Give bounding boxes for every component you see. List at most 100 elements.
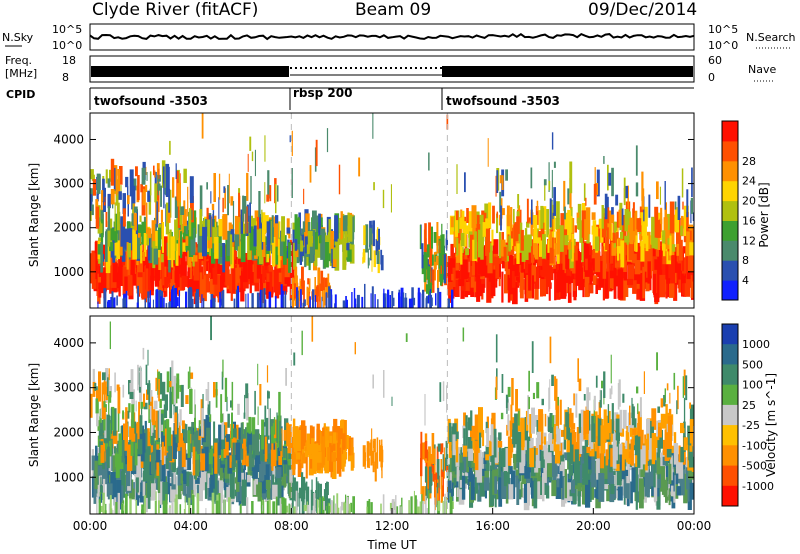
echo-cell bbox=[149, 290, 151, 308]
echo-cell bbox=[505, 268, 510, 278]
freq-panel: Freq. [MHz] 18 8 60 0 Nave bbox=[5, 54, 776, 84]
echo-cell bbox=[362, 252, 366, 263]
echo-cell bbox=[286, 461, 291, 476]
echo-cell bbox=[143, 402, 148, 410]
echo-cell bbox=[157, 180, 159, 196]
echo-cell bbox=[527, 234, 532, 247]
echo-cell bbox=[253, 225, 257, 247]
echo-cell bbox=[402, 292, 405, 308]
echo-cell bbox=[371, 286, 374, 308]
echo-cell bbox=[178, 290, 180, 308]
nsky-tick-top: 10^5 bbox=[52, 23, 82, 36]
echo-cell bbox=[264, 182, 266, 204]
echo-cell bbox=[215, 382, 218, 408]
echo-cell bbox=[224, 459, 230, 479]
xtick-label: 00:00 bbox=[73, 519, 108, 533]
xtick-label: 16:00 bbox=[475, 519, 510, 533]
echo-cell bbox=[215, 500, 219, 514]
echo-cell bbox=[179, 182, 181, 211]
echo-cell bbox=[185, 453, 192, 471]
echo-cell bbox=[591, 212, 596, 220]
echo-cell bbox=[114, 202, 116, 232]
echo-cell bbox=[479, 432, 482, 449]
echo-cell bbox=[246, 204, 249, 222]
echo-cell bbox=[515, 475, 519, 488]
echo-cell bbox=[183, 509, 186, 514]
echo-cell bbox=[644, 206, 648, 227]
echo-cell bbox=[330, 230, 334, 249]
nsky-trace bbox=[89, 32, 695, 41]
echo-cell bbox=[432, 462, 435, 482]
echo-cell bbox=[474, 477, 479, 494]
echo-cell bbox=[109, 495, 112, 514]
echo-cell bbox=[645, 235, 649, 252]
colorbar-tick: 28 bbox=[742, 155, 756, 168]
echo-cell bbox=[138, 401, 141, 434]
nsearch-label: N.Search bbox=[746, 31, 796, 44]
echo-cell bbox=[309, 296, 311, 308]
echo-cell bbox=[109, 321, 111, 350]
echo-cell bbox=[135, 445, 141, 467]
echo-cell bbox=[506, 214, 511, 243]
echo-cell bbox=[458, 454, 463, 463]
echo-cell bbox=[515, 469, 521, 479]
echo-cell bbox=[542, 473, 545, 502]
echo-cell bbox=[659, 186, 661, 205]
echo-cell bbox=[301, 266, 304, 295]
echo-cell bbox=[602, 270, 605, 301]
velocity-xlabel: Time UT bbox=[366, 538, 417, 552]
echo-cell bbox=[101, 190, 104, 202]
nave-tick-top: 60 bbox=[708, 54, 722, 67]
echo-cell bbox=[586, 387, 589, 410]
echo-cell bbox=[172, 430, 177, 459]
echo-cell bbox=[238, 252, 243, 268]
echo-cell bbox=[468, 459, 472, 486]
echo-cell bbox=[423, 251, 427, 283]
echo-cell bbox=[530, 167, 533, 189]
echo-cell bbox=[267, 170, 270, 199]
echo-cell bbox=[586, 446, 591, 453]
echo-cell bbox=[419, 224, 421, 249]
echo-cell bbox=[326, 481, 328, 506]
echo-cell bbox=[145, 364, 148, 385]
echo-cell bbox=[381, 448, 383, 479]
echo-cell bbox=[210, 316, 212, 341]
echo-cell bbox=[244, 196, 247, 214]
echo-cell bbox=[270, 220, 273, 253]
echo-cell bbox=[202, 226, 207, 257]
echo-cell bbox=[354, 342, 356, 355]
echo-cell bbox=[645, 282, 650, 292]
echo-cell bbox=[635, 182, 639, 197]
echo-cell bbox=[425, 299, 427, 308]
echo-cell bbox=[574, 449, 579, 469]
echo-cell bbox=[531, 275, 534, 299]
echo-cell bbox=[176, 213, 179, 241]
echo-cell bbox=[166, 427, 172, 452]
echo-cell bbox=[305, 481, 307, 507]
echo-cell bbox=[455, 430, 459, 463]
echo-cell bbox=[142, 472, 146, 497]
echo-cell bbox=[549, 228, 553, 248]
echo-cell bbox=[301, 234, 305, 246]
echo-cell bbox=[603, 271, 609, 299]
ytick-label: 2000 bbox=[53, 221, 84, 235]
echo-cell bbox=[177, 422, 181, 439]
velocity-echoes bbox=[90, 316, 694, 514]
echo-cell bbox=[527, 477, 530, 506]
echo-cell bbox=[266, 194, 270, 202]
echo-cell bbox=[164, 277, 169, 289]
echo-cell bbox=[153, 165, 155, 176]
echo-cell bbox=[589, 410, 591, 431]
echo-cell bbox=[190, 227, 196, 255]
echo-cell bbox=[674, 261, 681, 273]
echo-cell bbox=[95, 445, 98, 465]
echo-cell bbox=[158, 291, 160, 308]
echo-cell bbox=[96, 403, 99, 427]
echo-cell bbox=[466, 208, 469, 223]
echo-cell bbox=[115, 502, 118, 514]
echo-cell bbox=[348, 214, 353, 242]
echo-cell bbox=[474, 231, 477, 259]
echo-cell bbox=[144, 420, 147, 437]
echo-cell bbox=[302, 476, 306, 500]
echo-cell bbox=[149, 171, 152, 196]
